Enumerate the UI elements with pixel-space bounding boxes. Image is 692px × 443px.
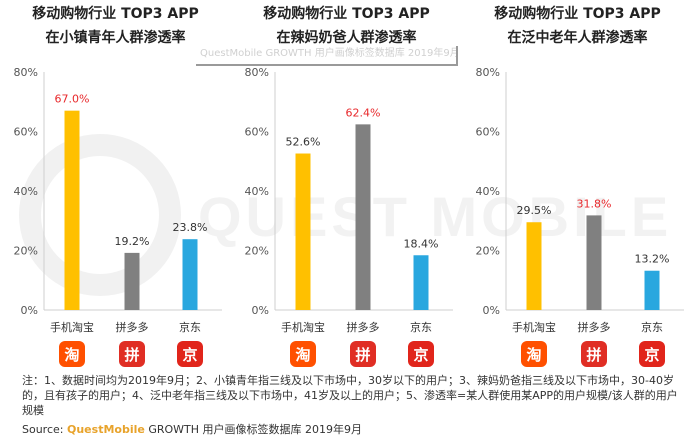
bar-3 — [644, 270, 660, 310]
bar-1 — [295, 153, 311, 310]
data-label: 19.2% — [115, 235, 150, 248]
source-label: Source: — [22, 423, 64, 436]
data-label: 13.2% — [635, 253, 670, 266]
y-tick-label: 20% — [245, 245, 269, 258]
y-tick-label: 60% — [14, 126, 38, 139]
data-label: 67.0% — [55, 93, 90, 106]
chart-title: 移动购物行业 TOP3 APP — [32, 6, 199, 22]
x-tick-label: 拼多多 — [116, 320, 149, 334]
y-tick-label: 80% — [245, 66, 269, 79]
pinduoduo-icon: 拼 — [119, 341, 145, 367]
y-tick-label: 0% — [252, 304, 269, 317]
bar-chart-middle-aged-elderly: 0% 20% 40% 60% 80% 29.5% 手机淘宝 31.8% 拼多多 13.2% 京东 — [476, 66, 684, 334]
y-tick-label: 60% — [476, 126, 500, 139]
x-tick-label: 京东 — [410, 320, 432, 334]
chart-title: 移动购物行业 TOP3 APP — [263, 6, 430, 22]
y-tick-label: 0% — [483, 304, 500, 317]
x-tick-label: 手机淘宝 — [512, 320, 556, 334]
y-tick-label: 40% — [476, 185, 500, 198]
y-tick-label: 40% — [14, 185, 38, 198]
bar-3 — [413, 255, 429, 310]
bar-1 — [64, 110, 80, 310]
chart-subtitle: 在小镇青年人群渗透率 — [45, 30, 186, 46]
data-label: 62.4% — [346, 106, 381, 119]
taobao-icon: 淘 — [290, 341, 316, 367]
bar-chart-small-town-youth: 0% 20% 40% 60% 80% 67.0% 手机淘宝 19.2% 拼多多 23.8% 京东 — [14, 66, 222, 334]
bar-2 — [586, 215, 602, 310]
source-line: Source: QuestMobile GROWTH 用户画像标签数据库 201… — [22, 422, 682, 438]
bar-2 — [124, 252, 140, 310]
bar-2 — [355, 124, 371, 310]
data-label: 52.6% — [286, 136, 321, 149]
chart-subtitle: 在辣妈奶爸人群渗透率 — [276, 30, 417, 46]
overlapping-tooltip: QuestMobile GROWTH 用户画像标签数据库 2019年9月 — [196, 46, 458, 66]
pinduoduo-icon: 拼 — [350, 341, 376, 367]
data-label: 29.5% — [517, 204, 552, 217]
x-tick-label: 拼多多 — [347, 320, 380, 334]
footnote: 注：1、数据时间均为2019年9月；2、小镇青年指三线及以下市场中，30岁以下的… — [22, 374, 678, 417]
y-tick-label: 60% — [245, 126, 269, 139]
x-tick-label: 手机淘宝 — [281, 320, 325, 334]
data-label: 23.8% — [173, 221, 208, 234]
y-tick-label: 0% — [21, 304, 38, 317]
bar-1 — [526, 222, 542, 310]
jd-icon: 京 — [639, 341, 665, 367]
chart-panel-young-parents: 移动购物行业 TOP3 APP 在辣妈奶爸人群渗透率 0% 20% 40% 60% 80… — [231, 0, 462, 367]
chart-title: 移动购物行业 TOP3 APP — [494, 6, 661, 22]
bar-chart-young-parents: 0% 20% 40% 60% 80% 52.6% 手机淘宝 62.4% 拼多多 18.4% 京东 — [245, 66, 453, 334]
x-tick-label: 京东 — [179, 320, 201, 334]
x-tick-label: 拼多多 — [578, 320, 611, 334]
pinduoduo-icon: 拼 — [581, 341, 607, 367]
y-tick-label: 20% — [476, 245, 500, 258]
source-brand: QuestMobile — [67, 423, 145, 436]
taobao-icon: 淘 — [521, 341, 547, 367]
jd-icon: 京 — [408, 341, 434, 367]
chart-panel-middle-aged-elderly: 移动购物行业 TOP3 APP 在泛中老年人群渗透率 0% 20% 40% 60% 80… — [462, 0, 692, 367]
chart-panel-small-town-youth: 移动购物行业 TOP3 APP 在小镇青年人群渗透率 0% 20% 40% 60% 80… — [0, 0, 231, 367]
chart-subtitle: 在泛中老年人群渗透率 — [507, 30, 648, 46]
jd-icon: 京 — [177, 341, 203, 367]
x-tick-label: 手机淘宝 — [50, 320, 94, 334]
y-tick-label: 40% — [245, 185, 269, 198]
bar-3 — [182, 239, 198, 310]
data-label: 18.4% — [404, 237, 439, 250]
data-label: 31.8% — [577, 197, 612, 210]
y-tick-label: 20% — [14, 245, 38, 258]
y-tick-label: 80% — [476, 66, 500, 79]
taobao-icon: 淘 — [59, 341, 85, 367]
x-tick-label: 京东 — [641, 320, 663, 334]
y-tick-label: 80% — [14, 66, 38, 79]
source-text: GROWTH 用户画像标签数据库 2019年9月 — [148, 423, 363, 436]
